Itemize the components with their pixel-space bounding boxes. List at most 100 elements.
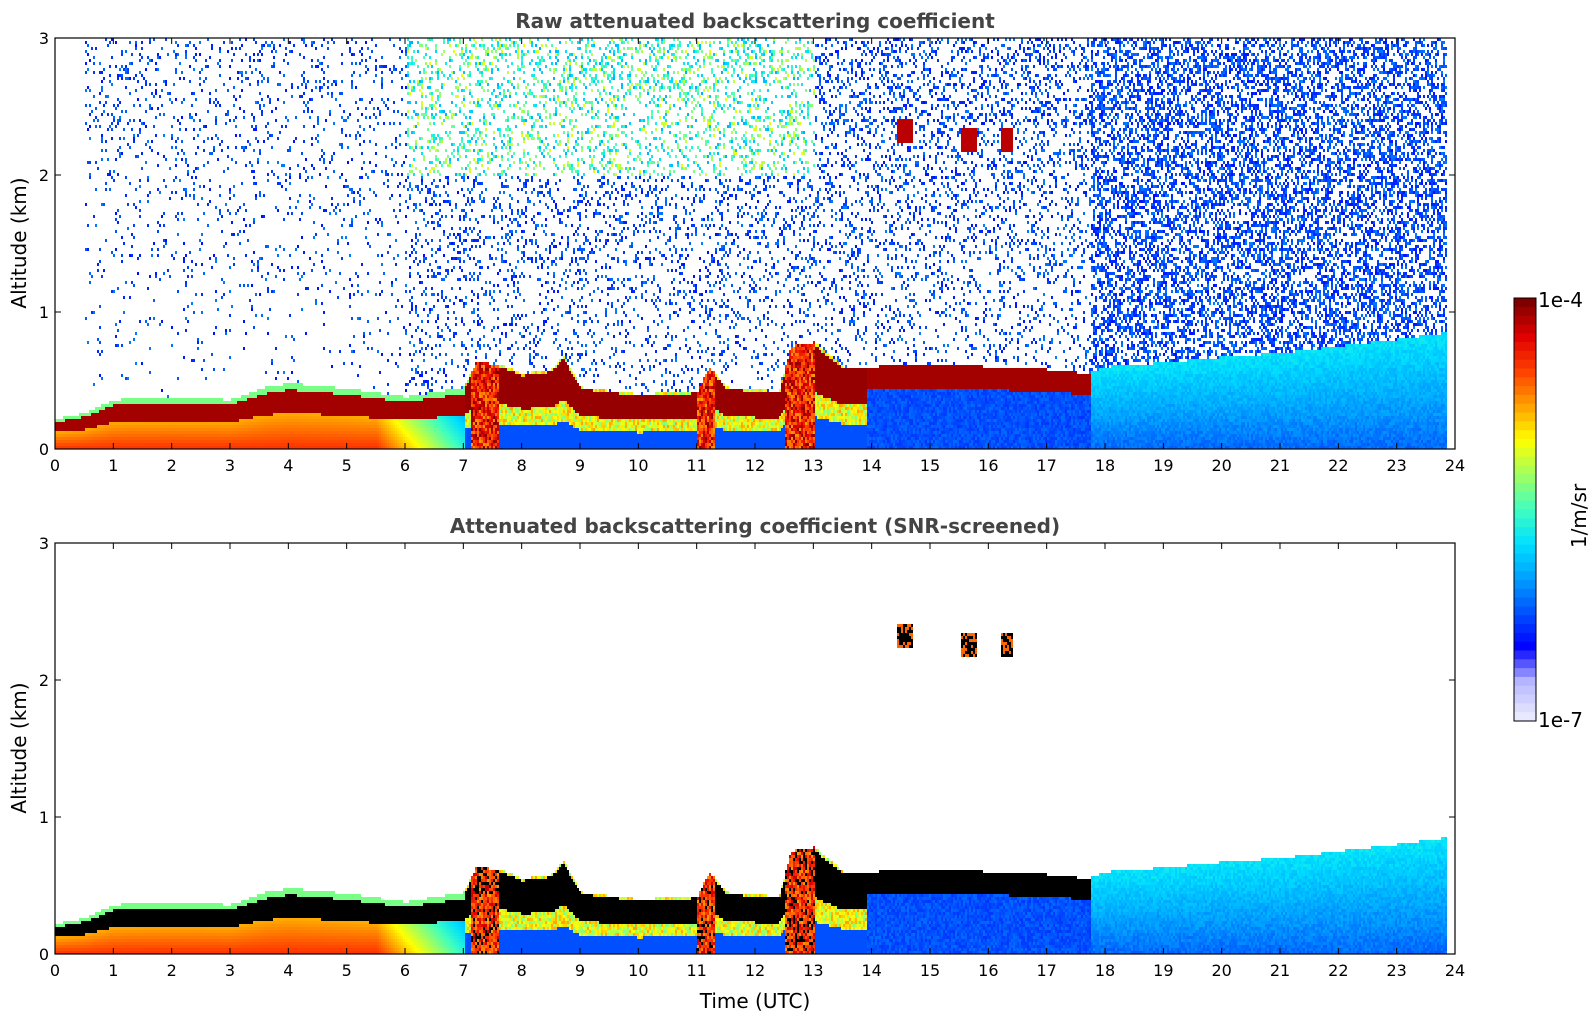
heat-cell xyxy=(117,434,119,437)
heat-cell xyxy=(127,434,129,437)
heat-cell xyxy=(151,107,153,110)
heat-cell xyxy=(111,428,113,431)
heat-cell xyxy=(139,128,141,131)
heat-cell xyxy=(87,53,89,56)
heat-cell xyxy=(121,416,123,419)
heat-cell xyxy=(125,377,127,380)
heat-cell xyxy=(59,422,61,425)
heat-cell xyxy=(141,56,143,59)
heat-cell xyxy=(129,425,131,428)
heat-cell xyxy=(131,422,133,425)
heat-cell xyxy=(73,437,75,440)
heat-cell xyxy=(71,422,73,425)
heat-cell xyxy=(139,431,141,434)
heat-cell xyxy=(93,62,95,65)
heat-cell xyxy=(113,440,115,443)
heat-cell xyxy=(133,338,135,341)
heat-cell xyxy=(109,416,111,419)
heat-cell xyxy=(121,401,123,404)
heat-cell xyxy=(109,413,111,416)
heat-cell xyxy=(115,212,117,215)
heat-cell xyxy=(99,413,101,416)
heat-cell xyxy=(67,422,69,425)
heat-cell xyxy=(81,437,83,440)
heat-cell xyxy=(101,416,103,419)
heat-cell xyxy=(147,224,149,227)
heat-cell xyxy=(109,428,111,431)
heat-cell xyxy=(75,416,77,419)
heat-cell xyxy=(151,416,153,419)
heat-cell xyxy=(149,440,151,443)
heat-cell xyxy=(141,122,143,125)
heat-cell xyxy=(103,404,105,407)
heat-cell xyxy=(63,437,65,440)
heat-cell xyxy=(149,422,151,425)
heat-cell xyxy=(131,440,133,443)
heat-cell xyxy=(89,413,91,416)
heat-cell xyxy=(147,176,149,179)
heat-cell xyxy=(101,203,103,206)
heat-cell xyxy=(101,410,103,413)
heat-cell xyxy=(135,443,137,446)
heat-cell xyxy=(109,407,111,410)
heat-cell xyxy=(119,431,121,434)
heat-cell xyxy=(99,443,101,446)
heat-cell xyxy=(133,236,135,239)
heat-cell xyxy=(149,404,151,407)
heat-cell xyxy=(85,413,87,416)
heat-cell xyxy=(137,401,139,404)
heat-cell xyxy=(147,410,149,413)
heat-cell xyxy=(93,437,95,440)
heat-cell xyxy=(137,407,139,410)
heat-cell xyxy=(137,422,139,425)
heat-cell xyxy=(83,425,85,428)
heat-cell xyxy=(125,419,127,422)
heat-cell xyxy=(85,104,87,107)
heat-cell xyxy=(65,431,67,434)
heat-cell xyxy=(79,413,81,416)
heat-cell xyxy=(125,50,127,53)
heat-cell xyxy=(135,332,137,335)
heat-cell xyxy=(111,122,113,125)
heat-cell xyxy=(93,95,95,98)
heat-cell xyxy=(103,68,105,71)
heat-cell xyxy=(77,440,79,443)
heat-cell xyxy=(143,413,145,416)
heat-cell xyxy=(119,320,121,323)
heat-cell xyxy=(59,434,61,437)
heat-cell xyxy=(65,437,67,440)
heat-cell xyxy=(111,434,113,437)
heat-cell xyxy=(77,425,79,428)
heat-cell xyxy=(77,419,79,422)
heat-cell xyxy=(107,443,109,446)
heat-cell xyxy=(107,419,109,422)
heat-cell xyxy=(149,146,151,149)
heat-cell xyxy=(129,407,131,410)
heat-cell xyxy=(139,200,141,203)
heat-cell xyxy=(129,422,131,425)
heat-cell xyxy=(135,41,137,44)
heat-cell xyxy=(105,419,107,422)
heat-cell xyxy=(113,404,115,407)
heat-cell xyxy=(91,428,93,431)
heat-cell xyxy=(93,56,95,59)
heat-cell xyxy=(107,173,109,176)
heat-cell xyxy=(129,419,131,422)
heat-cell xyxy=(125,413,127,416)
heat-cell xyxy=(75,443,77,446)
heat-cell xyxy=(131,401,133,404)
heat-cell xyxy=(129,146,131,149)
heat-cell xyxy=(77,437,79,440)
heat-cell xyxy=(141,437,143,440)
heat-cell xyxy=(135,416,137,419)
heat-cell xyxy=(121,374,123,377)
heat-cell xyxy=(97,350,99,353)
heat-cell xyxy=(143,410,145,413)
heat-cell xyxy=(97,437,99,440)
heat-cell xyxy=(79,437,81,440)
heat-cell xyxy=(149,107,151,110)
heat-cell xyxy=(125,68,127,71)
heat-cell xyxy=(119,443,121,446)
heat-cell xyxy=(137,437,139,440)
heat-cell xyxy=(107,413,109,416)
